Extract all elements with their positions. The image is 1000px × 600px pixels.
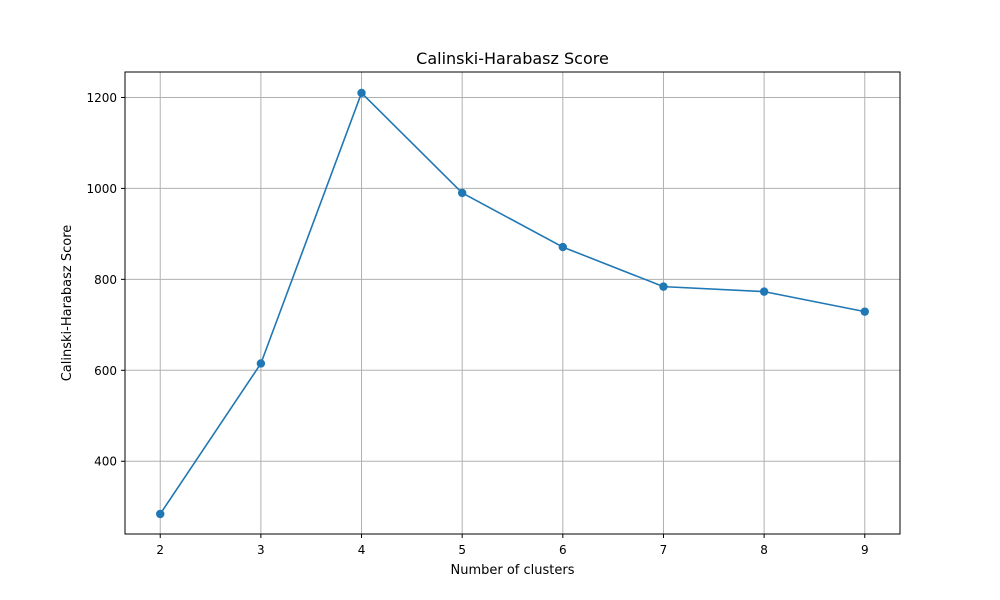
y-tick-label: 1200 [86, 91, 117, 105]
x-tick-label: 3 [257, 543, 265, 557]
series-line [159, 92, 865, 515]
data-point [457, 188, 467, 198]
x-tick-label: 7 [660, 543, 668, 557]
chart-title: Calinski-Harabasz Score [416, 49, 609, 68]
y-tick-label: 800 [94, 273, 117, 287]
data-point [156, 509, 165, 519]
x-tick-label: 4 [358, 543, 366, 557]
data-point [659, 282, 668, 291]
data-point [256, 359, 266, 368]
grid [125, 72, 900, 534]
x-tick-label: 5 [458, 543, 466, 557]
data-point [759, 287, 769, 296]
x-axis-label: Number of clusters [450, 563, 574, 578]
y-tick-label: 1000 [86, 182, 117, 196]
series-layer [156, 88, 869, 519]
data-point [860, 307, 869, 316]
x-tick-label: 8 [760, 543, 768, 557]
y-tick-label: 600 [94, 364, 117, 378]
data-point [558, 242, 568, 252]
y-axis-label: Calinski-Harabasz Score [60, 225, 75, 382]
x-tick-label: 6 [559, 543, 567, 557]
y-tick-label: 400 [94, 455, 117, 469]
x-tick-label: 9 [861, 543, 869, 557]
x-tick-label: 2 [156, 543, 164, 557]
plot-frame [124, 71, 901, 535]
ticks: 2 3 4 5 6 7 8 9 400 600 800 1000 1200 [86, 91, 868, 557]
data-point [357, 88, 366, 98]
